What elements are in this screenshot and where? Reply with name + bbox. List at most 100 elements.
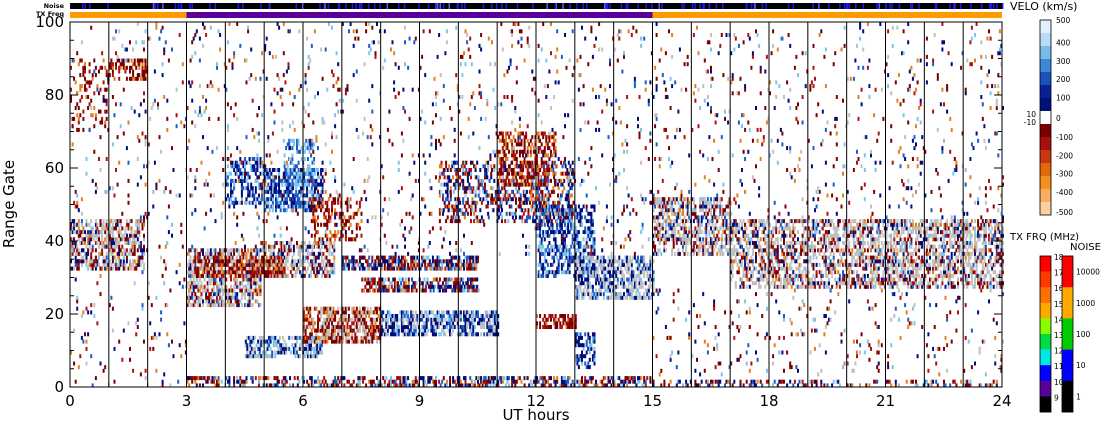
scatter-cell: [216, 259, 218, 264]
scatter-cell: [192, 281, 195, 286]
scatter-cell: [262, 171, 265, 176]
scatter-cell: [354, 310, 357, 315]
scatter-cell: [552, 200, 555, 205]
scatter-cell: [309, 204, 312, 209]
scatter-cell: [322, 241, 325, 245]
scatter-cell: [324, 222, 327, 227]
scatter-cell: [108, 230, 111, 235]
scatter-cell: [119, 262, 122, 267]
scatter-cell: [278, 273, 281, 278]
scatter-cell: [143, 233, 145, 238]
scatter-cell: [265, 204, 268, 209]
scatter-cell: [317, 171, 319, 176]
scatter-cell: [581, 270, 583, 275]
scatter-cell: [352, 237, 355, 242]
scatter-cell: [311, 259, 314, 264]
scatter-cell: [415, 288, 418, 293]
scatter-cell: [442, 314, 445, 318]
scatter-cell: [400, 325, 403, 329]
scatter-cell: [341, 325, 344, 329]
scatter-cell: [371, 317, 374, 322]
scatter-cell: [562, 248, 565, 253]
scatter-cell: [318, 200, 321, 205]
scatter-cell: [445, 160, 448, 165]
scatter-cell: [432, 288, 435, 293]
scatter-cell: [346, 262, 349, 267]
scatter-cell: [74, 259, 77, 264]
scatter-cell: [567, 262, 570, 267]
scatter-cell: [525, 182, 528, 187]
scatter-cell: [321, 189, 324, 194]
scatter-cell: [291, 335, 294, 340]
scatter-cell: [313, 142, 316, 147]
scatter-cell: [297, 175, 300, 180]
scatter-cell: [101, 241, 104, 245]
scatter-cell: [253, 157, 256, 161]
noise-speckle: [295, 3, 298, 9]
scatter-cell: [407, 325, 410, 329]
scatter-cell: [500, 164, 503, 169]
scatter-cell: [470, 219, 472, 224]
scatter-cell: [192, 248, 195, 253]
scatter-cell: [252, 335, 255, 340]
scatter-cell: [561, 182, 564, 187]
scatter-cell: [470, 332, 473, 337]
scatter-cell: [219, 288, 222, 293]
scatter-cell: [539, 168, 542, 172]
scatter-cell: [382, 317, 385, 322]
noise-speckle: [935, 3, 938, 9]
scatter-cell: [564, 244, 566, 249]
scatter-cell: [459, 277, 462, 282]
scatter-cell: [532, 219, 535, 224]
scatter-cell: [373, 281, 376, 286]
scatter-cell: [348, 339, 350, 344]
scatter-cell: [113, 237, 116, 242]
scatter-cell: [590, 295, 593, 300]
scatter-cell: [84, 251, 86, 256]
scatter-cell: [598, 262, 601, 267]
scatter-cell: [230, 178, 232, 183]
scatter-cell: [471, 284, 474, 289]
scatter-cell: [135, 230, 138, 235]
scatter-cell: [542, 208, 545, 213]
scatter-cell: [605, 288, 608, 293]
scatter-cell: [289, 168, 292, 172]
scatter-cell: [297, 182, 300, 187]
scatter-cell: [259, 160, 262, 165]
scatter-cell: [282, 266, 285, 271]
scatter-cell: [70, 237, 72, 242]
scatter-cell: [233, 277, 236, 282]
scatter-cell: [557, 270, 560, 275]
scatter-cell: [487, 193, 490, 198]
scatter-cell: [79, 259, 82, 264]
noise-speckle: [891, 3, 893, 9]
scatter-cell: [484, 186, 486, 191]
scatter-cell: [107, 233, 110, 238]
scatter-cell: [77, 237, 80, 242]
scatter-cell: [101, 251, 104, 256]
scatter-cell: [236, 281, 239, 286]
scatter-cell: [337, 306, 340, 311]
scatter-cell: [191, 295, 194, 300]
scatter-cell: [407, 288, 410, 293]
scatter-cell: [414, 317, 417, 322]
scatter-cell: [619, 277, 622, 282]
scatter-cell: [197, 303, 200, 308]
scatter-cell: [268, 186, 271, 191]
scatter-cell: [458, 328, 461, 333]
noise-speckle: [885, 3, 887, 9]
scatter-cell: [553, 200, 556, 205]
scatter-cell: [610, 259, 613, 264]
scatter-cell: [379, 335, 382, 340]
scatter-cell: [504, 135, 507, 140]
scatter-cell: [576, 237, 579, 242]
noise-speckle: [189, 3, 191, 9]
scatter-cell: [98, 251, 100, 256]
scatter-cell: [582, 273, 585, 278]
scatter-cell: [212, 299, 215, 304]
scatter-cell: [146, 65, 149, 70]
scatter-cell: [254, 354, 257, 359]
scatter-cell: [124, 65, 127, 70]
scatter-cell: [208, 292, 211, 297]
scatter-cell: [358, 266, 361, 271]
